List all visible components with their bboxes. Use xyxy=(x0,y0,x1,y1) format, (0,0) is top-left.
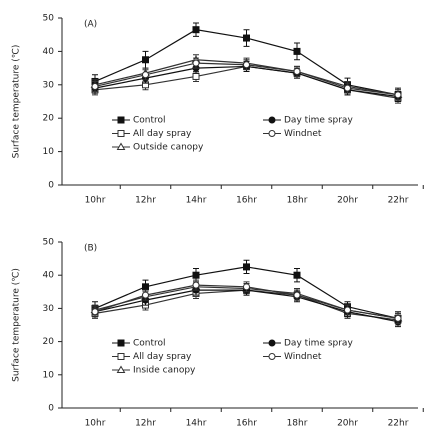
x-tick-label: 20hr xyxy=(337,196,358,206)
legend-label: All day spray xyxy=(133,352,192,362)
legend-label: Control xyxy=(133,116,166,126)
x-tick-label: 18hr xyxy=(287,419,308,429)
data-point xyxy=(293,291,301,299)
data-point xyxy=(344,306,351,314)
x-tick-label: 16hr xyxy=(236,196,257,206)
data-point xyxy=(243,34,250,42)
legend-label: Control xyxy=(133,339,166,349)
data-point xyxy=(142,56,149,64)
legend-marker xyxy=(268,130,276,137)
data-point xyxy=(243,283,250,291)
legend-marker xyxy=(117,339,125,347)
legend-marker xyxy=(116,365,126,373)
data-point xyxy=(91,308,99,316)
y-tick-label: 10 xyxy=(43,370,55,380)
legend-label: Windnet xyxy=(284,129,322,139)
legend-marker xyxy=(116,142,126,150)
data-point xyxy=(142,291,149,299)
y-tick-label: 50 xyxy=(43,238,55,248)
x-tick-label: 18hr xyxy=(287,196,308,206)
legend-marker xyxy=(268,339,276,347)
legend-label: Day time spray xyxy=(284,116,353,126)
panel-label: (B) xyxy=(84,244,97,254)
y-tick-label: 20 xyxy=(43,114,55,124)
data-point xyxy=(293,271,301,279)
data-point xyxy=(192,59,200,67)
data-point xyxy=(142,71,149,79)
legend-label: All day spray xyxy=(133,129,192,139)
legend-marker xyxy=(117,353,125,360)
x-tick-label: 12hr xyxy=(135,196,156,206)
x-tick-label: 20hr xyxy=(337,419,358,429)
data-point xyxy=(192,72,200,80)
legend-marker xyxy=(117,116,125,124)
legend-marker xyxy=(117,130,125,137)
y-axis-label: Surface temperature (℃) xyxy=(12,268,22,382)
x-tick-label: 22hr xyxy=(388,196,409,206)
x-tick-label: 16hr xyxy=(236,419,257,429)
data-point xyxy=(394,314,402,322)
legend-label: Windnet xyxy=(284,352,322,362)
data-point xyxy=(344,84,351,92)
y-tick-label: 10 xyxy=(43,147,55,157)
y-tick-label: 20 xyxy=(43,337,55,347)
data-point xyxy=(293,47,301,55)
data-point xyxy=(142,283,149,291)
y-tick-label: 0 xyxy=(48,181,54,191)
x-tick-label: 12hr xyxy=(135,419,156,429)
y-tick-label: 30 xyxy=(43,80,55,90)
legend-label: Day time spray xyxy=(284,339,353,349)
panel-label: (A) xyxy=(84,20,97,30)
y-tick-label: 30 xyxy=(43,304,55,314)
x-tick-label: 10hr xyxy=(85,419,106,429)
x-tick-label: 14hr xyxy=(186,196,207,206)
y-tick-label: 0 xyxy=(48,404,54,414)
legend-marker xyxy=(268,353,276,360)
data-point xyxy=(91,82,99,90)
legend-marker xyxy=(268,116,276,124)
data-point xyxy=(192,26,200,34)
data-point xyxy=(394,91,402,99)
x-tick-label: 14hr xyxy=(186,419,207,429)
data-point xyxy=(192,281,200,289)
y-axis-label: Surface temperature (℃) xyxy=(12,45,22,159)
y-tick-label: 50 xyxy=(43,14,55,24)
x-tick-label: 10hr xyxy=(85,196,106,206)
data-point xyxy=(243,61,250,69)
data-point xyxy=(192,271,200,279)
legend-label: Outside canopy xyxy=(133,143,204,153)
data-point xyxy=(243,263,250,271)
legend-label: Inside canopy xyxy=(133,366,196,376)
data-point xyxy=(293,67,301,75)
y-tick-label: 40 xyxy=(43,271,55,281)
x-tick-label: 22hr xyxy=(388,419,409,429)
y-tick-label: 40 xyxy=(43,47,55,57)
